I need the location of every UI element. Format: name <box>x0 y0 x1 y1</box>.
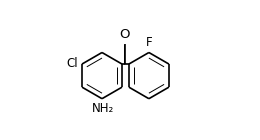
Text: O: O <box>119 28 129 41</box>
Text: F: F <box>146 36 153 49</box>
Text: NH₂: NH₂ <box>92 102 114 115</box>
Text: Cl: Cl <box>67 57 79 70</box>
